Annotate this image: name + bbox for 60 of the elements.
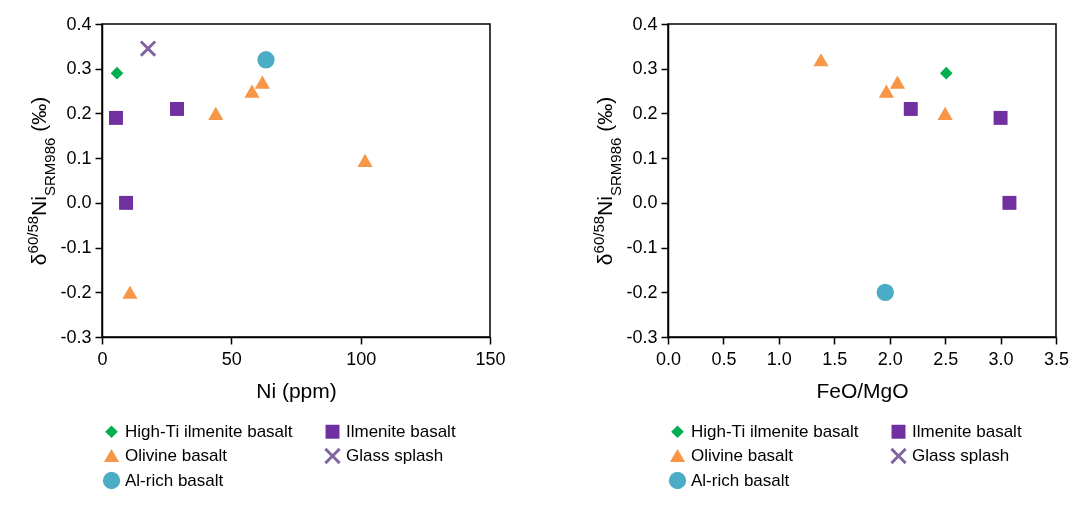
- point: [139, 40, 157, 57]
- legend-label: Glass splash: [912, 446, 1010, 465]
- x-tick-label: 1.0: [766, 348, 792, 369]
- point: [1002, 195, 1017, 210]
- point: [119, 195, 134, 210]
- x-axis-title: FeO/MgO: [816, 378, 909, 402]
- point: [939, 66, 953, 80]
- legend-label: High-Ti ilmenite basalt: [125, 421, 293, 441]
- y-tick-label: -0.2: [60, 281, 92, 302]
- y-tick-label: 0.0: [632, 192, 658, 213]
- y-tick-label: -0.3: [60, 326, 92, 347]
- point: [357, 153, 373, 167]
- legend-label: Ilmenite basalt: [346, 421, 456, 441]
- y-tick-label: 0.4: [66, 13, 92, 34]
- point: [937, 106, 953, 120]
- x-axis-title: Ni (ppm): [256, 378, 337, 402]
- point: [993, 110, 1008, 125]
- y-tick-label: -0.3: [626, 326, 658, 347]
- point: [813, 53, 829, 67]
- legend-label: High-Ti ilmenite basalt: [691, 421, 859, 441]
- legend-label: Olivine basalt: [125, 445, 228, 465]
- x-tick-label: 2.5: [933, 348, 959, 369]
- legend-label: Ilmenite basalt: [912, 421, 1022, 441]
- y-tick-label: 0.2: [632, 102, 658, 123]
- point: [170, 101, 184, 116]
- x-tick-label: 50: [221, 348, 242, 369]
- point: [110, 66, 124, 80]
- y-tick-label: 0.1: [632, 147, 658, 168]
- y-tick-label: 0.0: [66, 192, 92, 213]
- y-tick-label: -0.2: [626, 281, 658, 302]
- y-tick-label: 0.3: [632, 58, 658, 79]
- legend-label: Al-rich basalt: [691, 470, 790, 490]
- x-tick-label: 0: [97, 348, 108, 369]
- point: [122, 285, 138, 299]
- point: [208, 106, 224, 120]
- y-tick-label: -0.1: [626, 237, 658, 258]
- point: [244, 84, 260, 98]
- point: [889, 75, 906, 89]
- legend-label: Al-rich basalt: [125, 470, 224, 490]
- x-tick-label: 1.5: [822, 348, 848, 369]
- x-tick-label: 150: [475, 348, 506, 369]
- point: [254, 75, 270, 89]
- y-tick-label: 0.2: [66, 102, 92, 123]
- x-tick-label: 0.0: [655, 348, 682, 369]
- point: [257, 51, 275, 69]
- x-tick-label: 100: [346, 348, 377, 369]
- y-tick-label: 0.4: [632, 13, 658, 34]
- x-tick-label: 0.5: [711, 348, 737, 369]
- x-tick-label: 3.0: [988, 348, 1014, 369]
- y-tick-label: -0.1: [60, 237, 92, 258]
- y-tick-label: 0.1: [66, 147, 92, 168]
- legend-label: Glass splash: [346, 446, 444, 465]
- point: [108, 110, 123, 125]
- x-tick-label: 3.5: [1043, 348, 1070, 369]
- point: [903, 101, 918, 116]
- x-tick-label: 2.0: [877, 348, 903, 369]
- point: [878, 84, 894, 98]
- legend-label: Olivine basalt: [691, 445, 794, 465]
- point: [876, 283, 894, 301]
- y-tick-label: 0.3: [66, 58, 92, 79]
